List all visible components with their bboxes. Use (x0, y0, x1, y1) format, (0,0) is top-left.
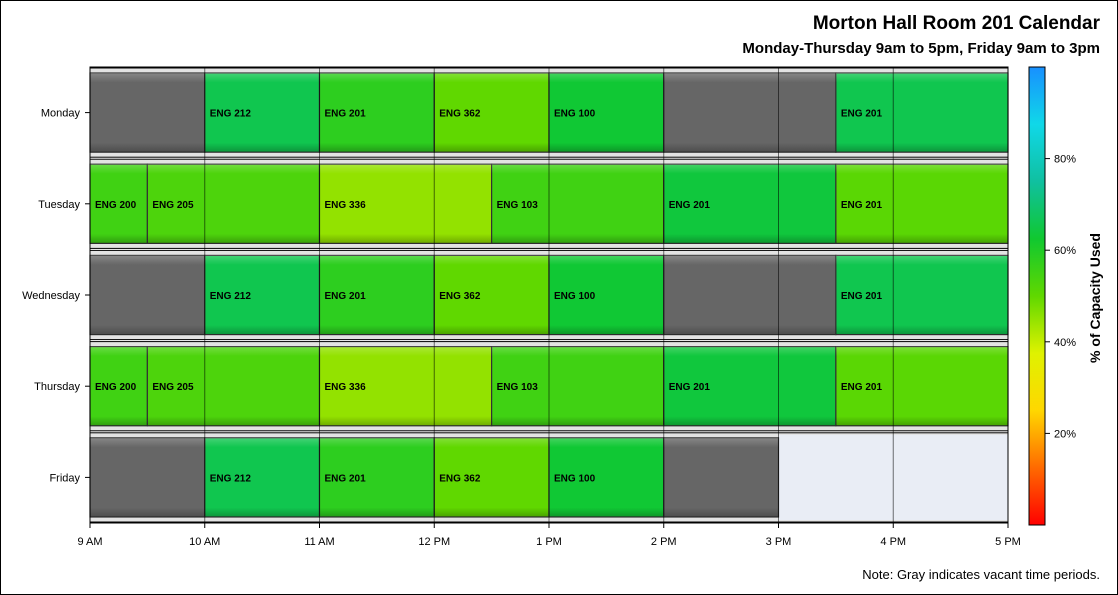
class-label: ENG 100 (554, 291, 596, 302)
y-tick-label: Friday (49, 472, 80, 484)
class-label: ENG 201 (841, 200, 883, 211)
class-label: ENG 336 (325, 200, 367, 211)
block-shading (319, 164, 492, 244)
chart-title: Morton Hall Room 201 Calendar (812, 13, 1100, 34)
class-label: ENG 205 (152, 200, 194, 211)
class-label: ENG 201 (325, 473, 367, 484)
block-shading (663, 346, 836, 426)
block-shading (434, 255, 549, 335)
colorbar-tick-label: 60% (1054, 245, 1076, 257)
block-shading (434, 73, 549, 153)
x-tick-label: 10 AM (189, 536, 220, 548)
block-shading (549, 437, 664, 517)
block-shading (90, 346, 148, 426)
chart-note: Note: Gray indicates vacant time periods… (862, 567, 1100, 582)
class-label: ENG 201 (325, 109, 367, 120)
class-label: ENG 201 (841, 382, 883, 393)
block-shading (663, 255, 836, 335)
block-shading (663, 73, 836, 153)
x-tick-label: 9 AM (77, 536, 102, 548)
block-shading (835, 346, 1008, 426)
class-label: ENG 103 (497, 200, 539, 211)
block-shading (663, 437, 779, 517)
class-label: ENG 362 (439, 109, 481, 120)
block-shading (90, 73, 205, 153)
block-shading (434, 437, 549, 517)
block-shading (204, 437, 320, 517)
class-label: ENG 212 (210, 109, 252, 120)
class-label: ENG 200 (95, 382, 137, 393)
block-shading (319, 346, 492, 426)
block-shading (835, 164, 1008, 244)
class-label: ENG 336 (325, 382, 367, 393)
colorbar (1028, 66, 1046, 526)
colorbar-tick-label: 20% (1054, 428, 1076, 440)
class-label: ENG 100 (554, 473, 596, 484)
class-label: ENG 200 (95, 200, 137, 211)
class-label: ENG 362 (439, 291, 481, 302)
block-shading (204, 73, 320, 153)
x-tick-label: 12 PM (418, 536, 450, 548)
block-shading (549, 73, 664, 153)
class-label: ENG 201 (669, 200, 711, 211)
class-label: ENG 201 (841, 291, 883, 302)
class-label: ENG 201 (669, 382, 711, 393)
chart-subtitle: Monday-Thursday 9am to 5pm, Friday 9am t… (742, 40, 1100, 57)
x-tick-label: 5 PM (995, 536, 1021, 548)
class-label: ENG 201 (841, 109, 883, 120)
x-tick-label: 4 PM (880, 536, 906, 548)
class-label: ENG 212 (210, 473, 252, 484)
block-shading (90, 164, 148, 244)
class-label: ENG 103 (497, 382, 539, 393)
block-shading (663, 164, 836, 244)
block-shading (319, 73, 435, 153)
y-tick-label: Monday (41, 108, 81, 120)
y-tick-label: Thursday (34, 381, 80, 393)
class-label: ENG 212 (210, 291, 252, 302)
block-shading (835, 255, 1008, 335)
x-tick-label: 1 PM (536, 536, 562, 548)
block-shading (549, 255, 664, 335)
block-shading (147, 164, 320, 244)
block-shading (90, 437, 205, 517)
block-shading (147, 346, 320, 426)
colorbar-tick-label: 40% (1054, 337, 1076, 349)
block-shading (204, 255, 320, 335)
class-label: ENG 362 (439, 473, 481, 484)
block-shading (491, 346, 664, 426)
x-tick-label: 2 PM (651, 536, 677, 548)
block-shading (90, 255, 205, 335)
x-tick-label: 3 PM (766, 536, 792, 548)
y-tick-label: Tuesday (38, 199, 80, 211)
class-label: ENG 201 (325, 291, 367, 302)
block-shading (319, 437, 435, 517)
colorbar-tick-label: 80% (1054, 154, 1076, 166)
block-shading (491, 164, 664, 244)
block-shading (835, 73, 1008, 153)
class-label: ENG 205 (152, 382, 194, 393)
y-tick-label: Wednesday (22, 290, 80, 302)
colorbar-title: % of Capacity Used (1087, 233, 1103, 363)
block-shading (319, 255, 435, 335)
x-tick-label: 11 AM (304, 536, 334, 548)
class-label: ENG 100 (554, 109, 596, 120)
